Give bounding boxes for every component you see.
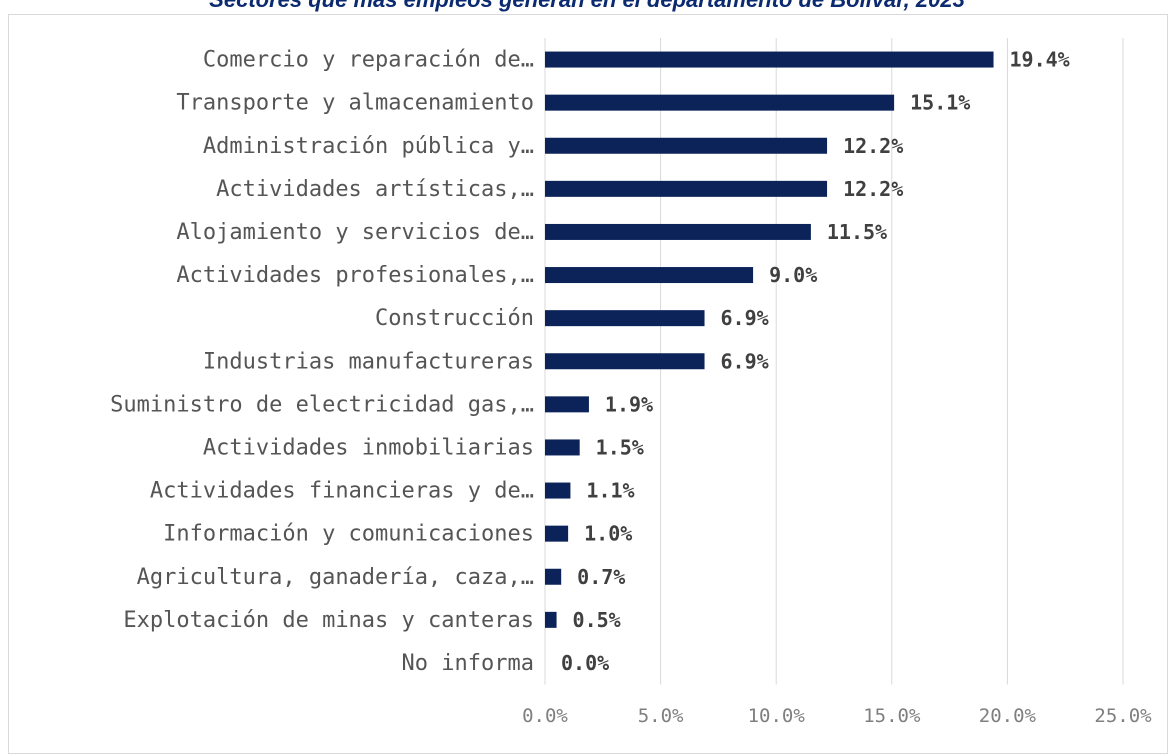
bar-chart: 0.0% 5.0% 10.0% 15.0% 20.0% 25.0% Comercio y r… <box>110 38 1152 727</box>
category-label: Actividades artísticas,… <box>216 177 534 202</box>
category-label: Construcción <box>375 306 534 331</box>
category-label: Comercio y reparación de… <box>203 48 534 73</box>
bar <box>545 568 562 585</box>
bar <box>545 353 705 370</box>
value-label: 15.1% <box>910 91 970 115</box>
bar <box>545 137 828 154</box>
value-label: 0.5% <box>573 608 621 632</box>
category-label: Alojamiento y servicios de… <box>176 220 534 245</box>
value-label: 11.5% <box>827 220 887 244</box>
value-label: 6.9% <box>721 306 769 330</box>
bar <box>545 180 828 197</box>
bar <box>545 267 754 284</box>
bar <box>545 310 705 327</box>
category-label: Agricultura, ganadería, caza,… <box>137 565 534 590</box>
value-label: 6.9% <box>721 349 769 373</box>
value-label: 0.7% <box>577 565 625 589</box>
category-label: Administración pública y… <box>203 134 534 159</box>
category-label: No informa <box>402 651 534 676</box>
bar <box>545 223 811 240</box>
bar <box>545 439 580 456</box>
category-label: Industrias manufactureras <box>203 349 534 374</box>
bar <box>545 611 557 628</box>
value-label: 12.2% <box>843 177 903 201</box>
value-label: 1.0% <box>584 522 632 546</box>
x-tick-label: 0.0% <box>522 705 568 727</box>
category-label: Actividades profesionales,… <box>176 263 534 288</box>
x-tick-label: 20.0% <box>979 705 1037 727</box>
category-label: Transporte y almacenamiento <box>176 91 534 116</box>
value-label: 1.5% <box>596 435 644 459</box>
category-label: Información y comunicaciones <box>163 522 534 547</box>
value-label: 0.0% <box>561 651 609 675</box>
category-label: Suministro de electricidad gas,… <box>110 392 534 417</box>
category-label: Explotación de minas y canteras <box>123 608 534 633</box>
bar <box>545 525 569 542</box>
x-tick-label: 15.0% <box>863 705 921 727</box>
bar <box>545 396 589 413</box>
x-tick-label: 5.0% <box>638 705 684 727</box>
category-label: Actividades inmobiliarias <box>203 435 534 460</box>
value-label: 9.0% <box>769 263 817 287</box>
value-label: 1.1% <box>586 479 634 503</box>
x-tick-label: 10.0% <box>748 705 806 727</box>
chart-title: Sectores que más empleos generan en el d… <box>0 0 1174 14</box>
x-tick-label: 25.0% <box>1094 705 1152 727</box>
bar <box>545 482 571 499</box>
bar <box>545 94 895 111</box>
value-label: 12.2% <box>843 134 903 158</box>
bar <box>545 51 994 68</box>
value-label: 1.9% <box>605 392 653 416</box>
category-label: Actividades financieras y de… <box>150 479 534 504</box>
value-label: 19.4% <box>1010 48 1070 72</box>
